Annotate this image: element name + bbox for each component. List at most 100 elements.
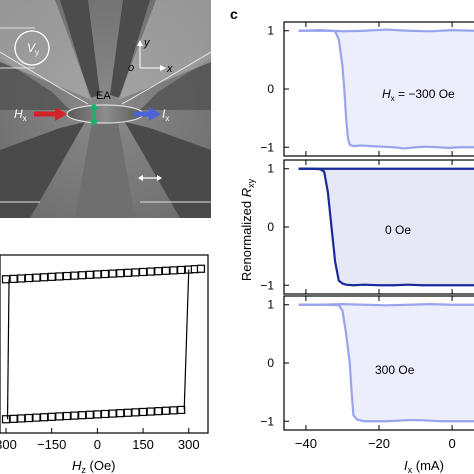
hysteresis-point — [161, 406, 171, 415]
light-region-top-left — [0, 0, 92, 100]
switching-panel: −1 0 1 Hx = −300 Oe — [260, 21, 474, 157]
electrode-bottom-right — [125, 122, 211, 218]
green-double-arrow — [89, 103, 99, 126]
hysteresis-plot-frame — [0, 254, 209, 434]
hysteresis-point — [70, 271, 79, 280]
hysteresis-xtick-label: 0 — [94, 437, 101, 452]
electrode-bottom-left — [0, 122, 85, 218]
hysteresis-point — [146, 407, 155, 416]
coordinate-axes — [137, 40, 166, 71]
panel-c-letter: c — [230, 6, 238, 22]
hysteresis-point — [138, 407, 148, 417]
hysteresis-point — [100, 269, 110, 279]
hysteresis-xtick-label: 150 — [132, 437, 154, 452]
electrode-top-left — [60, 0, 100, 98]
switching-chart: −1 0 1 Hx = −300 Oe −1 0 1 0 Oe −1 0 1 300 Oe −40 −2… — [239, 21, 474, 474]
hysteresis-switch-line — [6, 279, 10, 420]
hysteresis-point — [55, 412, 64, 421]
hysteresis-point — [55, 272, 64, 281]
hysteresis-point — [78, 271, 87, 280]
hysteresis-point — [131, 268, 140, 277]
hysteresis-xtick-label: 300 — [178, 437, 200, 452]
hysteresis-point — [17, 274, 26, 283]
hysteresis-point — [17, 414, 26, 423]
hysteresis-point — [24, 273, 33, 283]
hysteresis-point — [9, 274, 18, 283]
switching-curve — [298, 167, 474, 287]
hysteresis-xtick-label: −150 — [37, 437, 66, 452]
switching-curve — [298, 29, 474, 150]
switching-ytick-label: 1 — [267, 162, 274, 176]
electrode-left — [0, 58, 70, 110]
hysteresis-point — [154, 267, 163, 276]
hysteresis-point — [161, 266, 171, 275]
hysteresis-point — [32, 413, 41, 422]
ix-label: Ix — [162, 107, 169, 123]
blue-arrow-ix — [134, 107, 161, 121]
hysteresis-point — [177, 265, 186, 275]
axis-origin-label: o — [128, 62, 134, 74]
voltmeter-symbol — [14, 30, 50, 66]
switching-ytick-label: 0 — [267, 356, 274, 370]
hysteresis-point — [123, 408, 132, 417]
hysteresis-point — [146, 267, 155, 276]
switching-ytick-label: −1 — [260, 140, 274, 154]
hysteresis-point — [62, 271, 72, 281]
ea-device-ellipse — [66, 104, 144, 124]
hysteresis-point — [154, 407, 163, 416]
switching-xlabel: Ix (mA) — [404, 458, 444, 474]
hysteresis-point — [169, 266, 178, 275]
hysteresis-point — [131, 408, 140, 417]
hysteresis-point — [85, 270, 94, 279]
hysteresis-point — [62, 411, 72, 421]
hysteresis-point — [47, 412, 56, 421]
device-micrograph: Vy EA Hx Ix y x o — [0, 0, 211, 218]
hx-label: Hx — [14, 107, 27, 123]
hysteresis-point — [196, 264, 206, 273]
switching-panel-label: 300 Oe — [375, 363, 415, 377]
switching-xtick-label: −40 — [295, 436, 317, 451]
hysteresis-point — [93, 270, 102, 279]
hysteresis-point — [108, 409, 117, 418]
hysteresis-point — [70, 411, 79, 420]
outline-right — [121, 51, 211, 105]
hysteresis-point — [169, 406, 178, 415]
switching-xtick-label: 0 — [448, 436, 455, 451]
switching-ytick-label: 0 — [267, 220, 274, 234]
hysteresis-xlabel: Hz (Oe) — [72, 458, 116, 474]
hysteresis-point — [9, 414, 18, 423]
switching-xtick-label: −20 — [368, 436, 390, 451]
outline-left — [0, 51, 89, 105]
hysteresis-point — [85, 410, 94, 419]
hysteresis-point — [1, 415, 11, 424]
switching-ytick-label: 0 — [267, 82, 274, 96]
hysteresis-point — [108, 269, 117, 278]
red-arrow-hx — [34, 107, 67, 121]
hysteresis-point — [100, 409, 110, 419]
hysteresis-xtick-label: 300 — [0, 437, 17, 452]
hysteresis-point — [39, 413, 49, 422]
electrode-top-right — [110, 0, 150, 98]
switching-ytick-label: 1 — [267, 298, 274, 312]
hysteresis-point — [24, 413, 33, 423]
axis-y-label: y — [143, 37, 151, 49]
ea-label: EA — [96, 90, 111, 102]
hysteresis-point — [177, 405, 186, 415]
switching-loop-fill — [298, 304, 474, 422]
light-region-top-right — [118, 0, 211, 100]
vy-label: Vy — [27, 41, 39, 57]
hysteresis-point — [39, 273, 49, 282]
hysteresis-point — [123, 268, 132, 277]
switching-curve — [298, 303, 474, 423]
hysteresis-switch-line — [183, 269, 190, 410]
switching-ytick-label: −1 — [260, 414, 274, 428]
electrode-right — [140, 58, 211, 110]
hysteresis-point — [116, 409, 125, 418]
hysteresis-point — [116, 269, 125, 278]
switching-ytick-label: −1 — [260, 278, 274, 292]
hysteresis-point — [78, 411, 87, 420]
electrode-bottom — [75, 122, 135, 218]
hysteresis-point — [93, 410, 102, 419]
hysteresis-chart: 300 −150 0 150 300 Hz (Oe) — [0, 254, 209, 474]
